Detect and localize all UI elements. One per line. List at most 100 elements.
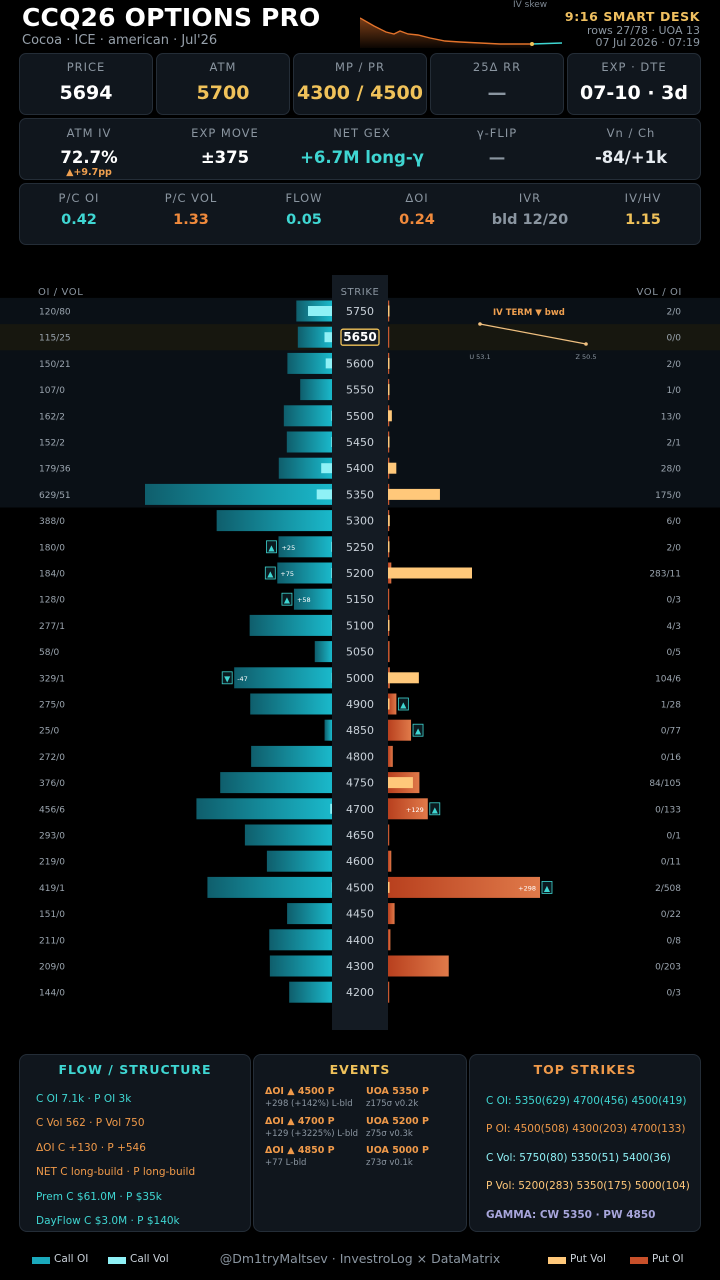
metrics-row-3: P/C OI 0.42 P/C VOL 1.33 FLOW 0.05 ΔOI 0.24 IVR b… bbox=[19, 183, 701, 245]
call-flag-box bbox=[264, 566, 276, 580]
oi-vol-text: 144/0 bbox=[39, 989, 65, 999]
call-oi-bar bbox=[207, 876, 332, 898]
vol-oi-text: 0/16 bbox=[661, 753, 681, 763]
put-vol-bar bbox=[388, 541, 390, 553]
metric-card-0: PRICE 5694 bbox=[19, 53, 153, 115]
strike-label: 5300 bbox=[346, 515, 374, 528]
flow-line: C Vol 562 · P Vol 750 bbox=[36, 1117, 145, 1130]
flow-line: ΔOI C +130 · P +546 bbox=[36, 1141, 146, 1154]
call-flag-label: +25 bbox=[281, 544, 295, 552]
vol-oi-text: 2/0 bbox=[667, 360, 682, 370]
event-title: UOA 5200 P bbox=[366, 1115, 429, 1127]
metric-value: 72.7% bbox=[60, 148, 118, 167]
oi-vol-text: 180/0 bbox=[39, 543, 65, 553]
oi-vol-text: 629/51 bbox=[39, 491, 71, 501]
top-strikes-title: TOP STRIKES bbox=[533, 1062, 637, 1077]
vol-oi-text: 175/0 bbox=[655, 491, 681, 501]
vol-oi-text: 0/22 bbox=[661, 910, 681, 920]
metric-value: 5700 bbox=[196, 82, 250, 104]
vol-oi-text: 2/508 bbox=[655, 884, 681, 894]
call-vol-bar bbox=[331, 410, 332, 421]
metric-label: 25Δ RR bbox=[472, 60, 522, 74]
oi-vol-text: 219/0 bbox=[39, 858, 65, 868]
call-flag-label: +58 bbox=[297, 596, 311, 604]
call-vol-bar bbox=[308, 306, 332, 316]
put-vol-bar bbox=[388, 619, 390, 631]
call-flag-arrow: ▲ bbox=[268, 543, 275, 552]
call-oi-bar bbox=[289, 981, 332, 1003]
strike-label: 4900 bbox=[346, 698, 374, 711]
oi-vol-text: 128/0 bbox=[39, 596, 65, 606]
call-vol-bar bbox=[324, 332, 332, 343]
call-oi-bar bbox=[297, 326, 332, 348]
put-vol-bar bbox=[388, 488, 440, 500]
oi-vol-text: 293/0 bbox=[39, 832, 65, 842]
legend-label: Call OI bbox=[54, 1253, 89, 1265]
legend-swatch bbox=[548, 1257, 566, 1264]
call-oi-bar bbox=[278, 457, 332, 479]
vol-oi-text: 0/11 bbox=[661, 858, 681, 868]
metric-label: NET GEX bbox=[333, 126, 391, 140]
put-oi-bar bbox=[388, 850, 392, 872]
call-oi-bar bbox=[269, 929, 332, 951]
metric-card-1: ATM 5700 bbox=[156, 53, 290, 115]
events-panel-title: EVENTS bbox=[329, 1062, 391, 1077]
axis-label-right: VOL / OI bbox=[637, 287, 682, 298]
strike-label: 5100 bbox=[346, 619, 374, 632]
metric-label: IV/HV bbox=[624, 191, 662, 205]
oi-vol-text: 272/0 bbox=[39, 753, 65, 763]
call-oi-bar bbox=[234, 667, 332, 689]
call-oi-bar bbox=[266, 850, 332, 872]
vol-oi-text: 0/77 bbox=[661, 727, 681, 737]
metric-card-3: 25Δ RR — bbox=[430, 53, 564, 115]
strike-label: 4650 bbox=[346, 829, 374, 842]
top-strike-line: GAMMA: CW 5350 · PW 4850 bbox=[486, 1208, 656, 1221]
put-oi-bar bbox=[388, 824, 390, 846]
metric-value: — bbox=[487, 82, 507, 104]
axis-label-left: OI / VOL bbox=[38, 287, 83, 298]
put-flag-arrow: ▲ bbox=[544, 884, 551, 893]
metric-label: ATM IV bbox=[66, 126, 112, 140]
legend-swatch bbox=[630, 1257, 648, 1264]
strike-label: 5450 bbox=[346, 436, 374, 449]
put-flag-arrow: ▲ bbox=[415, 727, 422, 736]
metric-label: ATM bbox=[209, 60, 237, 74]
events-panel: EVENTS ΔOI ▲ 4500 P +298 (+142%) L-bld ΔOI… bbox=[253, 1054, 467, 1232]
metric-label: IVR bbox=[518, 191, 542, 205]
oi-vol-text: 107/0 bbox=[39, 386, 65, 396]
oi-vol-text: 419/1 bbox=[39, 884, 65, 894]
put-flag-arrow: ▲ bbox=[400, 701, 407, 710]
put-vol-bar bbox=[388, 436, 390, 448]
call-vol-bar bbox=[331, 568, 332, 578]
oi-vol-text: 376/0 bbox=[39, 779, 65, 789]
legend-label: Call Vol bbox=[130, 1253, 169, 1265]
strike-label: 4750 bbox=[346, 777, 374, 790]
event-title: UOA 5000 P bbox=[366, 1145, 429, 1156]
event-detail: z73σ v0.1k bbox=[366, 1158, 413, 1168]
metric-value: — bbox=[488, 148, 506, 167]
iv-term-line bbox=[479, 323, 587, 345]
event-title: ΔOI ▲ 4500 P bbox=[265, 1086, 335, 1097]
strike-label: 5350 bbox=[346, 488, 374, 501]
top-strike-line: C Vol: 5750(80) 5350(51) 5400(36) bbox=[486, 1151, 671, 1164]
footer-credit: @Dm1tryMaltsev · InvestroLog × DataMatri… bbox=[219, 1251, 501, 1266]
put-oi-bar bbox=[388, 641, 390, 663]
strike-ladder-chart: OI / VOL STRIKE VOL / OI 5750 120/80 2/0 5650 1… bbox=[0, 275, 720, 1030]
metric-value: bld 12/20 bbox=[491, 212, 569, 228]
call-oi-bar bbox=[249, 614, 332, 636]
iv-skew-sparkline bbox=[360, 17, 563, 48]
iv-term-point bbox=[584, 342, 588, 346]
strike-label: 4800 bbox=[346, 750, 374, 763]
put-vol-bar bbox=[388, 462, 397, 474]
metric-value: ±375 bbox=[200, 148, 250, 167]
strike-label: 4600 bbox=[346, 855, 374, 868]
vol-oi-text: 13/0 bbox=[661, 412, 681, 422]
strike-label: 5000 bbox=[346, 672, 374, 685]
metric-value: 07-10 · 3d bbox=[579, 82, 689, 104]
vol-oi-text: 1/0 bbox=[667, 386, 682, 396]
flow-panel-title: FLOW / STRUCTURE bbox=[58, 1062, 212, 1077]
call-vol-bar bbox=[331, 541, 332, 552]
metric-label: P/C VOL bbox=[164, 191, 218, 205]
call-flag-arrow: ▲ bbox=[267, 570, 274, 579]
call-oi-bar bbox=[314, 641, 332, 663]
